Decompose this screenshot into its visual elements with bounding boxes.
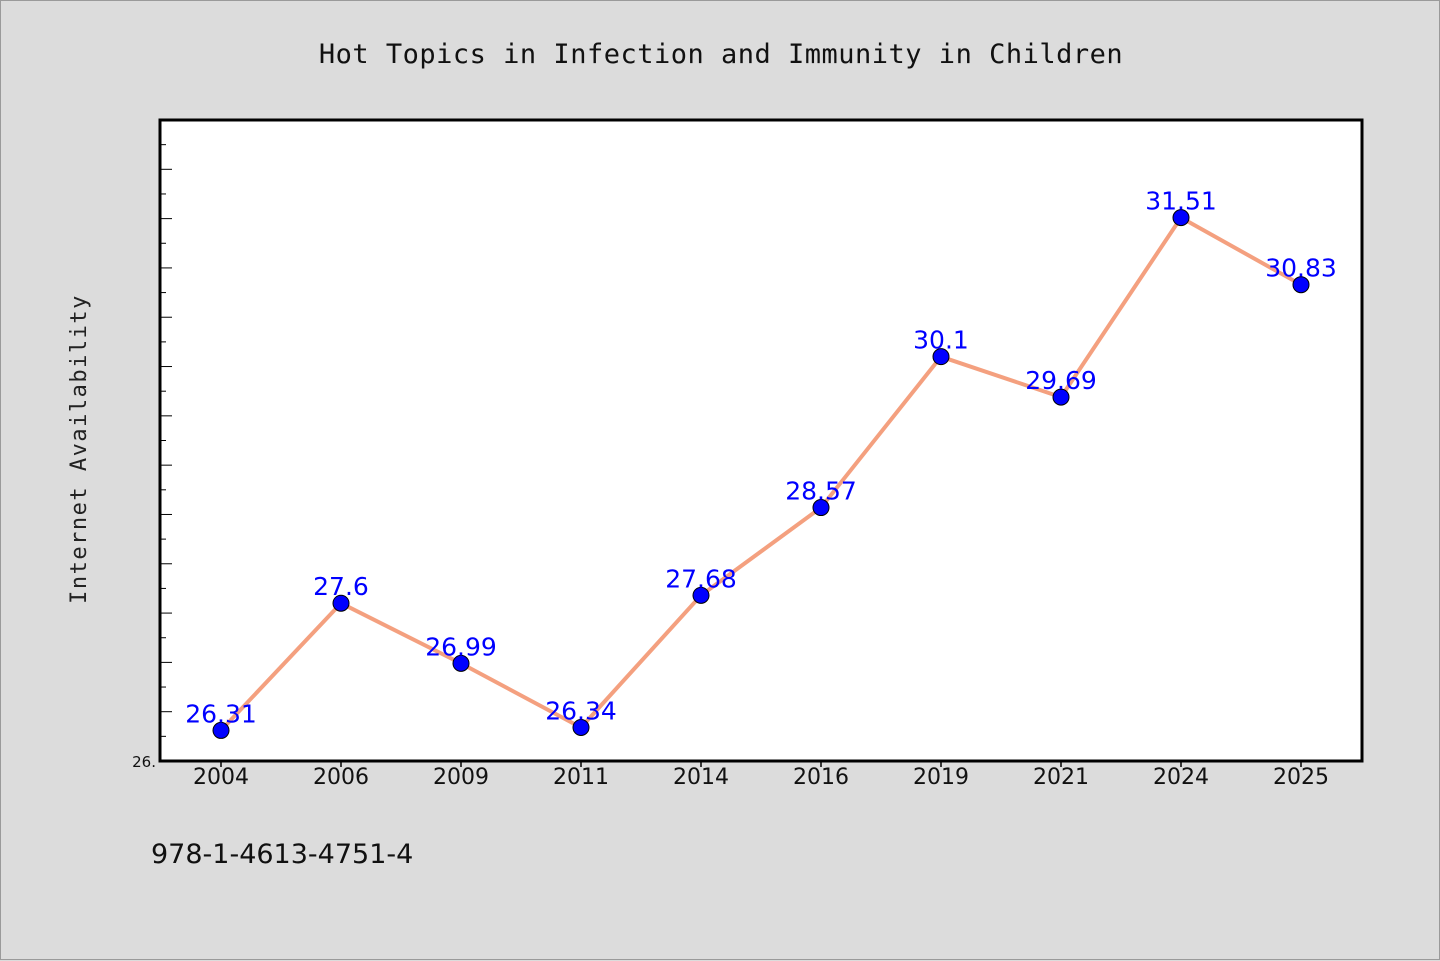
data-point-marker bbox=[812, 499, 830, 517]
x-tick-label: 2009 bbox=[433, 765, 489, 790]
x-tick-label: 2004 bbox=[193, 765, 249, 790]
data-point-marker bbox=[452, 654, 470, 672]
data-label: 29.69 bbox=[1025, 366, 1097, 395]
x-tick-label: 2016 bbox=[793, 765, 849, 790]
data-label: 30.83 bbox=[1265, 254, 1337, 283]
x-tick-label: 2014 bbox=[673, 765, 729, 790]
data-label: 28.57 bbox=[785, 477, 857, 506]
data-label: 26.31 bbox=[185, 699, 257, 728]
y-tick-label: 26. bbox=[132, 753, 156, 771]
data-point-marker bbox=[1172, 209, 1190, 227]
y-axis-ticks bbox=[160, 119, 172, 762]
x-tick-label: 2021 bbox=[1033, 765, 1089, 790]
data-label: 31.51 bbox=[1145, 187, 1217, 216]
footer-isbn-text: 978-1-4613-4751-4 bbox=[151, 839, 413, 870]
data-point-marker bbox=[332, 594, 350, 612]
data-point-marker bbox=[212, 721, 230, 739]
x-tick-label: 2025 bbox=[1273, 765, 1329, 790]
data-point-marker bbox=[572, 718, 590, 736]
x-tick-label: 2011 bbox=[553, 765, 609, 790]
data-label: 27.6 bbox=[313, 572, 369, 601]
data-point-marker bbox=[1052, 388, 1070, 406]
data-label: 26.99 bbox=[425, 632, 497, 661]
data-label: 27.68 bbox=[665, 564, 737, 593]
data-label: 30.1 bbox=[913, 326, 969, 355]
data-label: 26.34 bbox=[545, 696, 617, 725]
series-layer: 26.31 27.6 26.99 26.34 27.68 28.57 30.1 29.69 31… bbox=[185, 187, 1337, 739]
data-point-marker bbox=[692, 586, 710, 604]
y-axis-label: Internet Availability bbox=[67, 294, 92, 604]
x-tick-label: 2019 bbox=[913, 765, 969, 790]
x-axis-ticks: 2004 2006 2009 2011 2014 2016 2019 2021 2024 2025 bbox=[193, 761, 1329, 790]
x-tick-label: 2024 bbox=[1153, 765, 1209, 790]
plot-area bbox=[158, 118, 1364, 763]
data-point-marker bbox=[1292, 276, 1310, 294]
data-point-marker bbox=[932, 348, 950, 366]
x-tick-label: 2006 bbox=[313, 765, 369, 790]
series-line bbox=[219, 215, 1303, 733]
chart-title: Hot Topics in Infection and Immunity in … bbox=[319, 39, 1123, 70]
